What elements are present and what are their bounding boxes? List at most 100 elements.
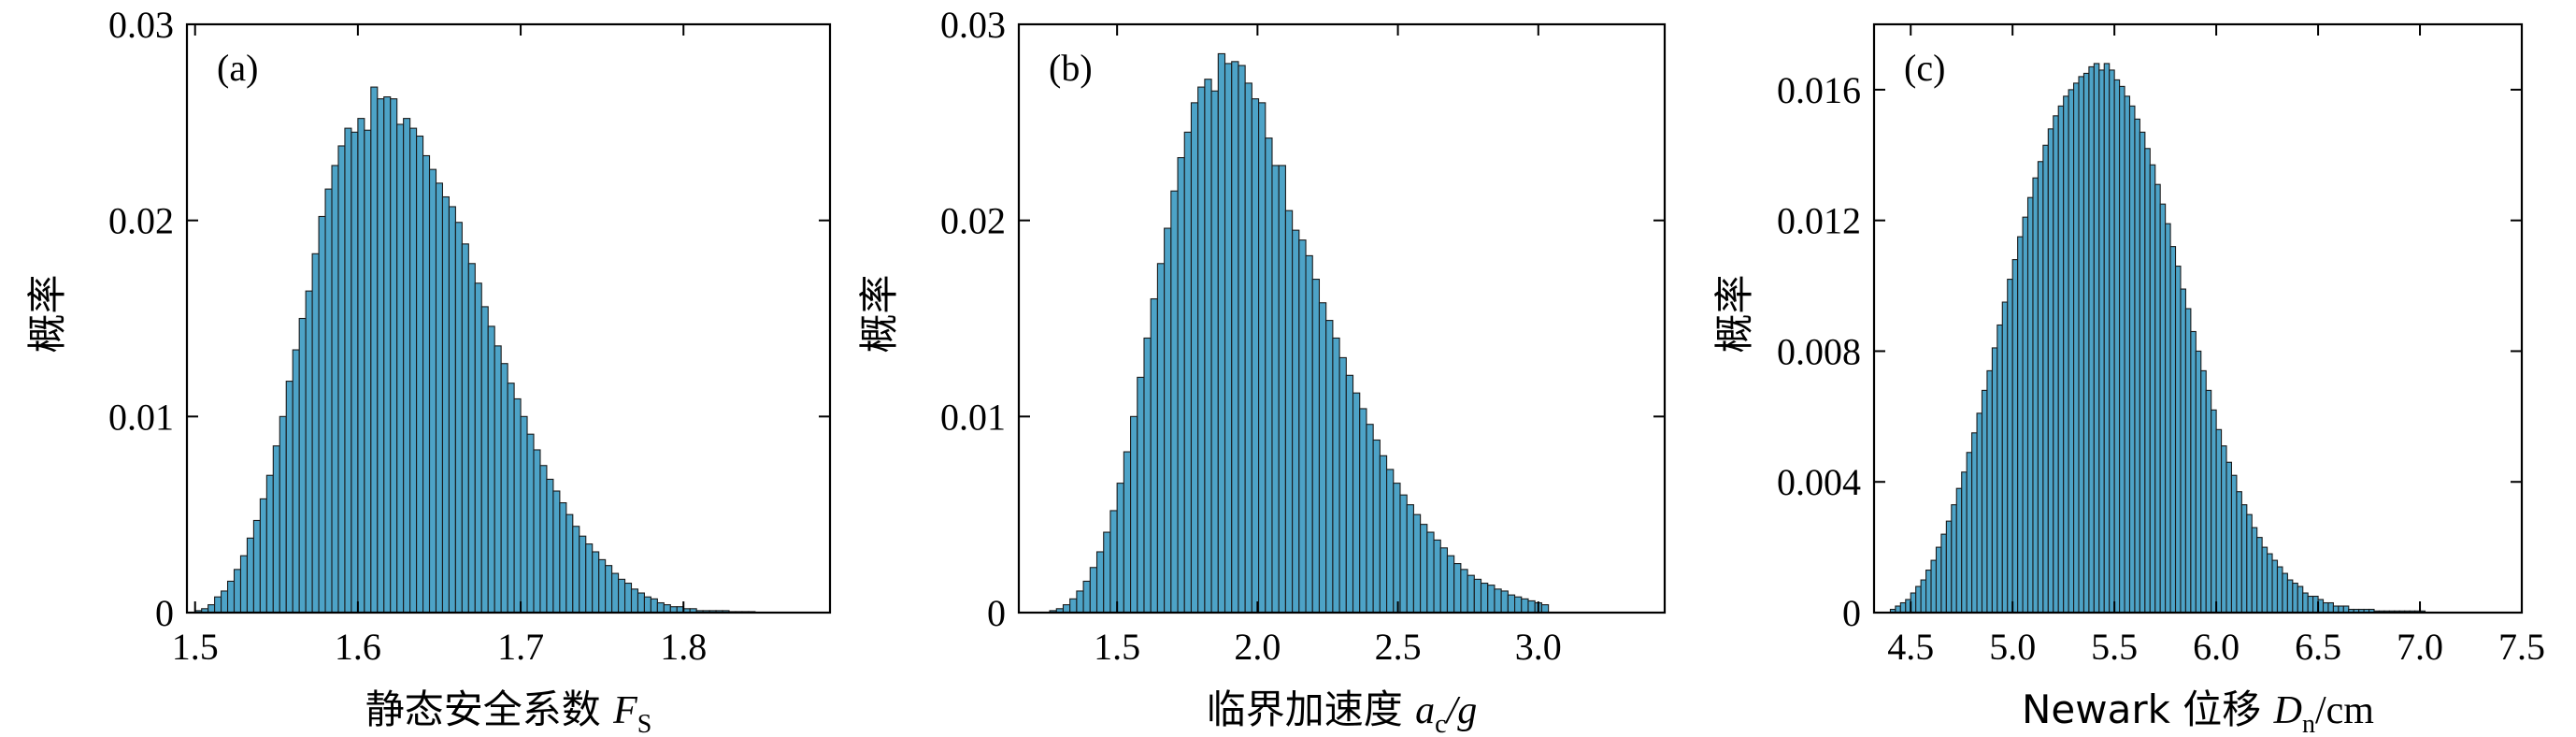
histogram-bar	[2322, 601, 2329, 614]
x-tick-label: 5.0	[1989, 626, 2036, 668]
histogram-bar	[2211, 409, 2217, 614]
histogram-bar	[448, 206, 456, 614]
y-tick-label: 0.016	[1777, 69, 1861, 111]
histogram-bar	[1265, 137, 1273, 614]
histogram-bar	[1183, 131, 1193, 614]
histogram-bar	[1467, 574, 1475, 614]
histogram-bar	[344, 127, 352, 614]
panel-label: (c)	[1904, 47, 1945, 89]
histogram-bar	[1177, 157, 1185, 614]
histogram-bar	[1170, 190, 1179, 614]
panel-c: 4.5 5.0 5.5 6.0 6.5 7.0 7.5 0 0.004 0.008 0.012 0.0…	[1711, 22, 2545, 737]
histogram-bar	[1311, 279, 1321, 614]
histogram-bar	[2078, 76, 2085, 614]
histogram-bar	[2286, 579, 2294, 614]
x-tick-label: 1.7	[497, 626, 544, 668]
histogram-bar	[2169, 246, 2177, 614]
histogram-bar	[1359, 408, 1367, 614]
histogram-bar	[2098, 69, 2105, 614]
histogram-bar	[1412, 513, 1422, 614]
histogram-bar	[383, 96, 392, 614]
histogram-bar	[2134, 118, 2140, 614]
histogram-bar	[2271, 559, 2279, 614]
histogram-bar	[526, 433, 535, 614]
histogram-bar	[252, 519, 261, 614]
histogram-bar	[435, 182, 444, 614]
x-tick-label: 1.5	[172, 626, 219, 668]
histogram-bar	[1439, 547, 1449, 614]
histogram-bar	[637, 592, 645, 614]
histogram-bar	[403, 118, 411, 614]
histogram-bar	[487, 325, 495, 614]
histogram-bar	[1204, 79, 1212, 614]
histogram-bar	[1986, 369, 1993, 614]
y-tick-label: 0	[1842, 592, 1861, 634]
histogram-bar	[1961, 471, 1968, 614]
histogram-bars	[194, 86, 756, 614]
histogram-bar	[494, 345, 502, 614]
histogram-bar	[467, 263, 476, 614]
histogram-bar	[643, 596, 651, 614]
histogram-bar	[311, 253, 320, 614]
histogram-bar	[2128, 105, 2136, 614]
x-tick-label: 6.0	[2193, 626, 2240, 668]
histogram-bar	[513, 397, 522, 614]
histogram-bar	[539, 465, 548, 614]
histogram-bar	[2109, 69, 2115, 614]
y-tick-label: 0.02	[940, 200, 1006, 242]
histogram-bar	[1095, 551, 1105, 614]
histogram-bar	[1150, 297, 1158, 614]
histogram-bar	[1935, 546, 1942, 614]
histogram-bars	[1049, 52, 1550, 614]
histogram-bar	[579, 535, 587, 614]
histogram-bar	[507, 383, 515, 614]
y-tick-label: 0.02	[108, 200, 174, 242]
histogram-bar	[1082, 580, 1091, 614]
histogram-bar	[1258, 102, 1267, 614]
histogram-bar	[1460, 569, 1468, 614]
histogram-bar	[2251, 527, 2258, 614]
x-tick-label: 3.0	[1515, 626, 1562, 668]
x-tick-label: 6.5	[2295, 626, 2341, 668]
y-axis-title: 概率	[1711, 274, 1757, 353]
plot-frame	[185, 22, 832, 614]
histogram-bar	[2144, 148, 2151, 614]
histogram-bar	[2165, 223, 2171, 614]
histogram-bar	[390, 98, 398, 614]
histogram-bar	[2154, 183, 2161, 614]
histogram-bar	[1332, 337, 1340, 614]
y-tick-label: 0.03	[108, 4, 174, 46]
histogram-bars	[1889, 63, 2426, 614]
histogram-bar	[265, 474, 274, 614]
y-tick-label: 0.012	[1777, 200, 1861, 242]
x-tick-label: 7.5	[2498, 626, 2545, 668]
panel-label: (a)	[217, 47, 258, 89]
histogram-bar	[1966, 452, 1973, 614]
histogram-bar	[1251, 98, 1260, 614]
histogram-bar	[2215, 428, 2223, 614]
histogram-bar	[377, 98, 385, 614]
histogram-bar	[1899, 601, 1907, 614]
y-tick-label: 0.01	[940, 396, 1006, 438]
histogram-bar	[1500, 590, 1509, 614]
histogram-bar	[441, 195, 450, 614]
histogram-bar	[592, 551, 600, 614]
histogram-bar	[1446, 555, 1455, 614]
histogram-bar	[422, 154, 431, 614]
histogram-bar	[409, 127, 418, 614]
histogram-bar	[2139, 131, 2146, 614]
plot-frame	[1872, 22, 2524, 614]
histogram-bar	[1244, 82, 1252, 614]
histogram-bar	[226, 580, 236, 614]
histogram-bar	[2246, 513, 2253, 614]
histogram-bar	[1951, 504, 1957, 614]
histogram-bar	[305, 290, 313, 614]
y-tick-label: 0	[987, 592, 1006, 634]
histogram-bar	[416, 135, 424, 614]
histogram-bar	[663, 604, 671, 614]
histogram-bar	[2205, 389, 2212, 614]
histogram-bar	[1123, 451, 1132, 614]
histogram-bar	[1345, 374, 1354, 614]
